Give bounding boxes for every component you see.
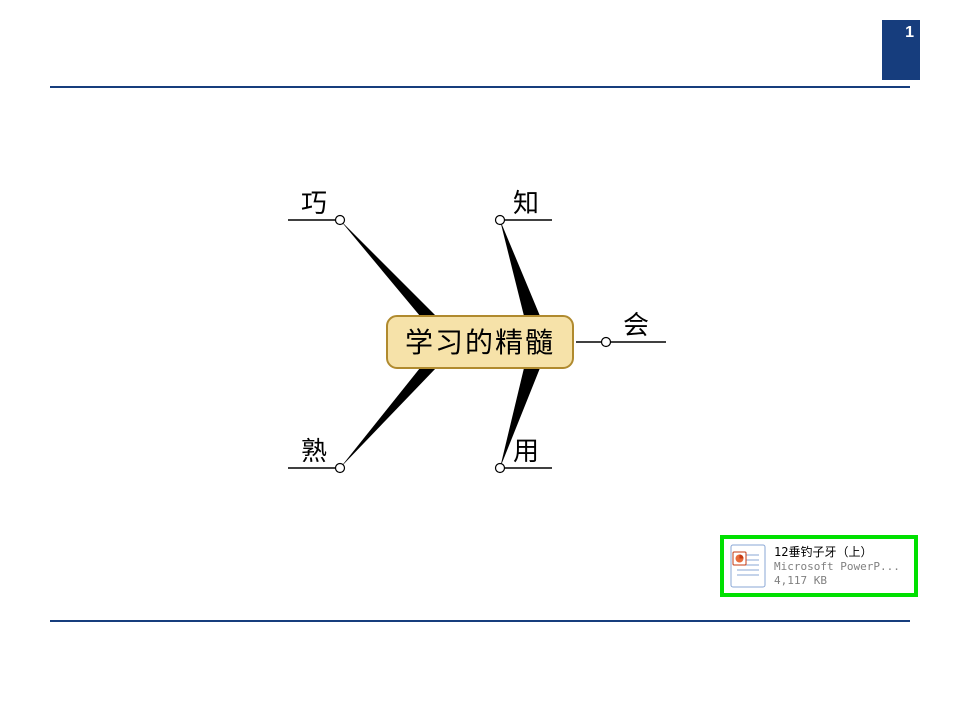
file-size: 4,117 KB bbox=[774, 574, 900, 588]
branch-stroke-upper-right bbox=[500, 220, 540, 316]
branch-label-upper-left: 巧 bbox=[301, 189, 327, 218]
branch-stroke-upper-left bbox=[340, 220, 436, 316]
page-number: 1 bbox=[905, 24, 914, 41]
file-title: 12垂钓子牙（上） bbox=[774, 545, 900, 560]
file-subtitle: Microsoft PowerP... bbox=[774, 560, 900, 574]
mindmap-center-text: 学习的精髓 bbox=[405, 327, 555, 359]
branch-dot-lower-right bbox=[496, 464, 505, 473]
branch-dot-right bbox=[602, 338, 611, 347]
branch-dot-lower-left bbox=[336, 464, 345, 473]
page-number-block: 1 bbox=[882, 20, 920, 80]
branch-label-lower-right: 用 bbox=[513, 437, 539, 466]
branch-dot-upper-left bbox=[336, 216, 345, 225]
branch-dot-upper-right bbox=[496, 216, 505, 225]
branch-label-lower-left: 熟 bbox=[301, 437, 327, 466]
branch-stroke-lower-left bbox=[340, 368, 436, 468]
footer-rule bbox=[50, 620, 910, 622]
file-meta: 12垂钓子牙（上） Microsoft PowerP... 4,117 KB bbox=[774, 545, 900, 588]
header-rule bbox=[50, 86, 910, 88]
mindmap-diagram: 学习的精髓 巧 知 会 熟 用 bbox=[280, 180, 680, 500]
branch-label-right: 会 bbox=[623, 311, 649, 340]
branch-label-upper-right: 知 bbox=[513, 189, 539, 218]
embedded-file-chip[interactable]: 12垂钓子牙（上） Microsoft PowerP... 4,117 KB bbox=[720, 535, 918, 597]
powerpoint-file-icon bbox=[730, 544, 766, 588]
